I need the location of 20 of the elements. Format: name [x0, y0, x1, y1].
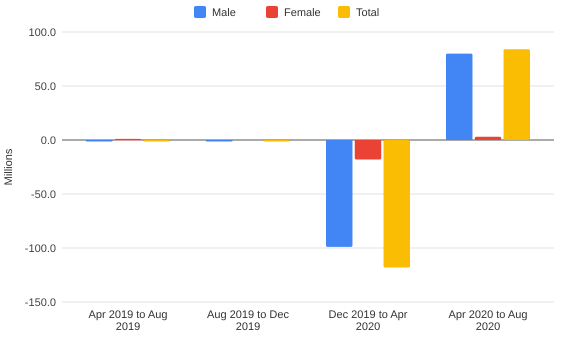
bar: [384, 140, 410, 268]
bar: [326, 140, 352, 247]
bar: [446, 54, 472, 140]
y-tick-label: -100.0: [24, 242, 56, 255]
legend-label: Female: [284, 6, 321, 19]
y-tick-label: 100.0: [28, 26, 56, 39]
legend-label: Male: [212, 6, 236, 19]
legend-label: Total: [356, 6, 380, 19]
x-tick-label: Dec 2019 to Apr 2020: [328, 309, 408, 333]
x-tick-label: Apr 2019 to Aug 2019: [88, 309, 168, 333]
bar: [354, 140, 382, 160]
x-tick-label: Apr 2020 to Aug 2020: [448, 309, 528, 333]
bar: [474, 136, 502, 140]
y-tick-label: -150.0: [24, 296, 56, 309]
bar: [504, 49, 530, 140]
y-tick-label: -50.0: [30, 188, 56, 201]
x-tick-label: Aug 2019 to Dec 2019: [207, 309, 290, 333]
y-axis-title: Millions: [3, 148, 15, 186]
y-tick-label: 50.0: [34, 80, 56, 93]
y-tick-label: 0.0: [40, 134, 56, 147]
